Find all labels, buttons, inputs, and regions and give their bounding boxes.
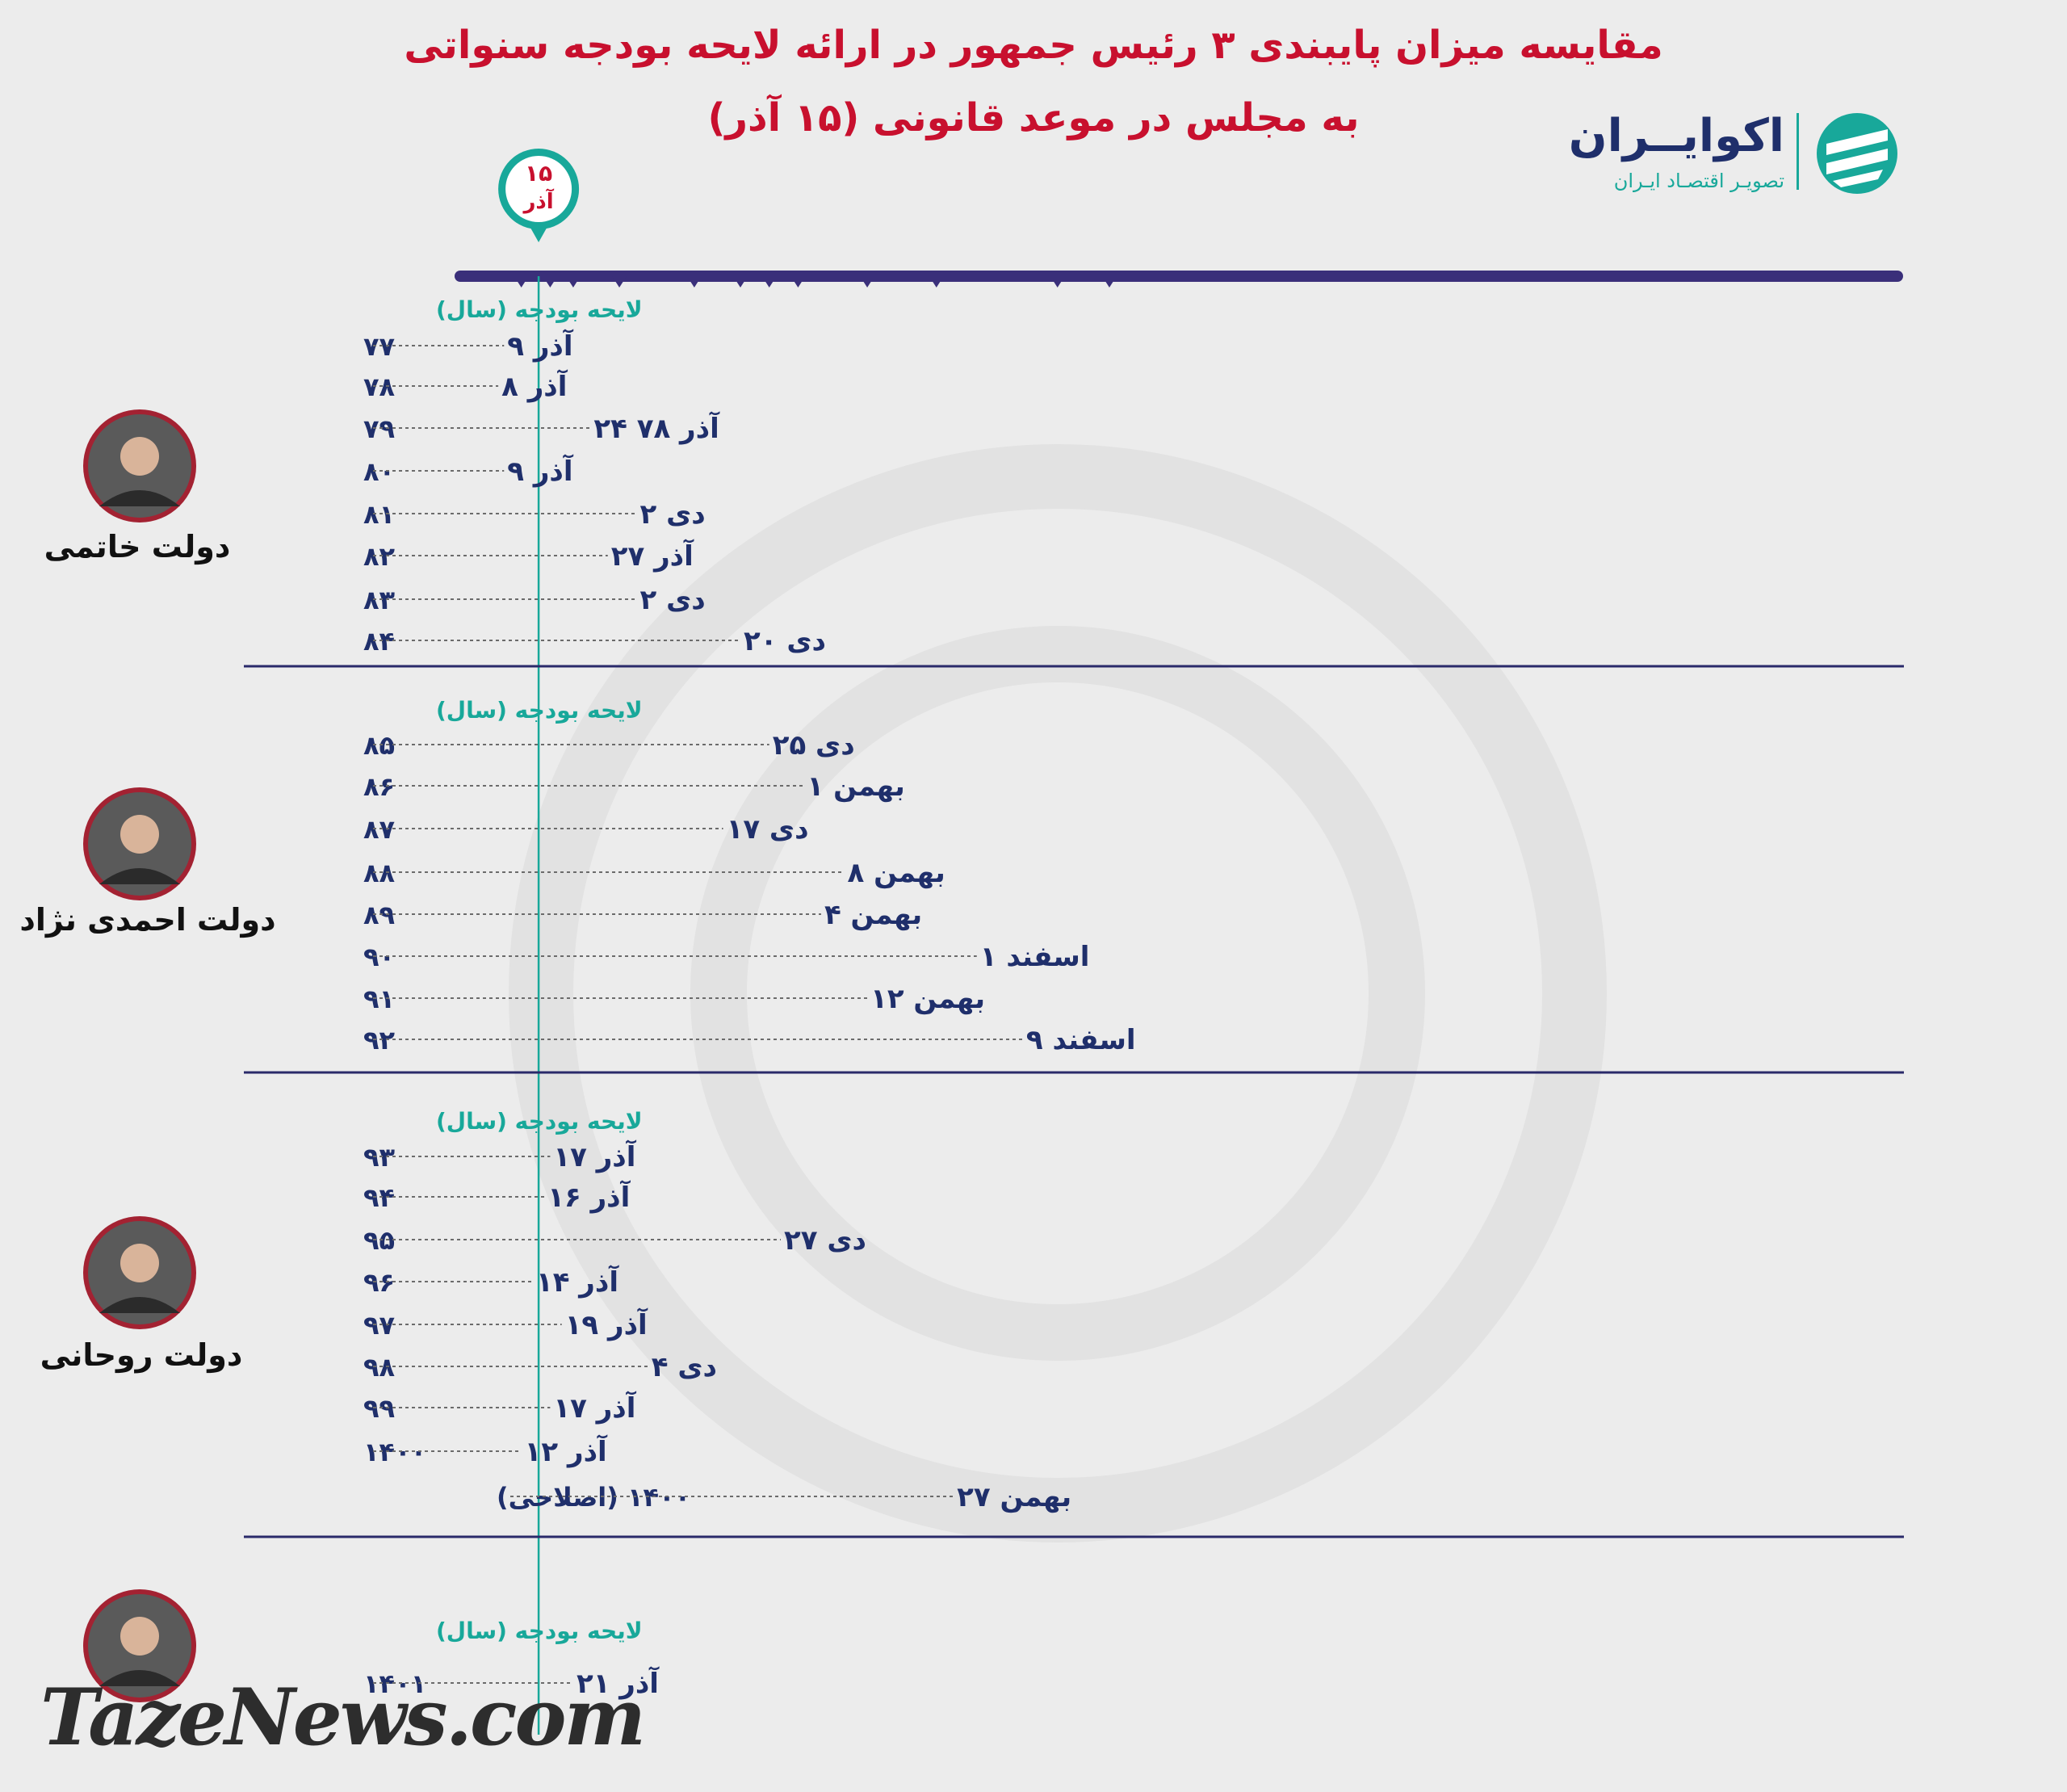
year-label: ۹۲ [363, 1025, 396, 1055]
government-name: دولت احمدی نژاد [19, 902, 275, 938]
avatar-face [120, 1617, 159, 1656]
chart-title-line2: به مجلس در موعد قانونی (۱۵ آذر) [707, 95, 1360, 141]
date-label: ۲ دی [639, 584, 705, 616]
year-label: ۸۰ [363, 456, 395, 487]
date-label: ۲۷ بهمن [957, 1481, 1071, 1513]
year-label: ۹۶ [363, 1267, 395, 1298]
axis-tick [514, 276, 529, 287]
brand-logo: اکوایــران تصویـر اقتصـاد ایـران [1569, 105, 1906, 202]
year-label: ۸۲ [363, 541, 396, 572]
year-label: ۹۵ [363, 1225, 395, 1256]
avatar-body [99, 868, 180, 884]
background-swirl-inner [690, 626, 1425, 1361]
axis-tick [612, 276, 627, 287]
brand-name: اکوایــران [1568, 110, 1784, 162]
date-label: ۹ آذر [507, 454, 574, 488]
date-label: ۱۲ آذر [525, 1434, 608, 1468]
avatar-face [120, 1244, 159, 1282]
date-label: ۲۱ آذر [576, 1666, 660, 1700]
year-label: ۹۷ [363, 1310, 396, 1341]
axis-tick [761, 276, 777, 287]
axis-tick [733, 276, 748, 287]
axis-tick [860, 276, 875, 287]
axis-tick [565, 276, 581, 287]
date-label: ۸ آذر [501, 369, 568, 403]
column-caption: لایحه بودجه (سال) [436, 697, 643, 724]
year-label: ۷۷ [363, 331, 396, 362]
date-label: ۴ بهمن [824, 899, 922, 931]
axis-tick [929, 276, 944, 287]
government-name: دولت روحانی [40, 1337, 243, 1374]
axis-tick [543, 276, 558, 287]
deadline-pin-face [505, 156, 572, 222]
date-label: ۲۵ دی [773, 729, 855, 762]
axis-tick [686, 276, 702, 287]
date-label: ۱۹ آذر [565, 1307, 648, 1341]
date-label: ۱۶ آذر [547, 1180, 631, 1214]
date-label: ۲۷ دی [784, 1224, 866, 1257]
date-label: ۲ دی [639, 498, 705, 531]
avatar-body [99, 490, 180, 506]
avatar-face [120, 815, 159, 854]
brand-tagline: تصویـر اقتصـاد ایـران [1613, 170, 1784, 192]
watermark-text: TazeNews.com [40, 1672, 646, 1763]
year-label: ۹۸ [363, 1352, 396, 1383]
column-caption: لایحه بودجه (سال) [436, 1108, 643, 1135]
date-label: ۱ بهمن [807, 770, 905, 803]
year-label: ۹۴ [363, 1182, 395, 1213]
deadline-day-label: ۱۵ [525, 160, 552, 187]
axis-tick [790, 276, 806, 287]
year-label: ۸۱ [363, 499, 395, 530]
year-label: ۷۸ [363, 371, 396, 402]
date-label: ۲۰ دی [744, 625, 826, 657]
date-label: ۱۷ آذر [553, 1139, 636, 1173]
ecoiran-logo-icon [1817, 113, 1897, 194]
year-label: ۹۹ [363, 1393, 395, 1424]
axis-tick [1050, 276, 1065, 287]
date-label: ۱۴ آذر [536, 1265, 619, 1299]
year-label: ۸۶ [363, 771, 395, 802]
date-label: ۹ آذر [507, 329, 574, 363]
year-label: ۸۳ [363, 585, 396, 615]
avatar-body [99, 1297, 180, 1313]
government-name: دولت خاتمی [44, 529, 231, 565]
year-label: ۸۹ [363, 900, 395, 930]
year-label: ۸۷ [363, 814, 396, 845]
date-label: ۲۴ آذر ۷۸ [593, 411, 720, 445]
year-label: ۸۵ [363, 730, 395, 761]
column-caption: لایحه بودجه (سال) [436, 1618, 643, 1644]
date-label: ۴ دی [652, 1351, 717, 1383]
year-label: ۹۳ [363, 1142, 396, 1173]
date-label: ۹ اسفند [1026, 1024, 1136, 1056]
date-label: ۸ بهمن [848, 857, 945, 889]
date-label: ۱ اسفند [980, 941, 1090, 973]
year-label: ۱۴۰۰ (اصلاحی) [497, 1482, 690, 1513]
year-label: ۷۹ [363, 413, 395, 444]
date-label: ۱۷ آذر [553, 1391, 636, 1425]
date-label: ۱۲ بهمن [870, 983, 985, 1015]
year-label: ۹۱ [363, 984, 395, 1014]
year-label: ۸۸ [363, 858, 396, 888]
axis-tick [1101, 276, 1117, 287]
year-label: ۸۴ [363, 626, 395, 657]
date-label: ۲۷ آذر [611, 539, 694, 573]
year-label: ۹۰ [363, 942, 395, 972]
date-label: ۱۷ دی [727, 813, 809, 846]
avatar-face [120, 437, 159, 476]
deadline-month-label: آذر [522, 188, 554, 214]
background-swirl [509, 444, 1607, 1542]
avatar-body [99, 1670, 180, 1686]
column-caption: لایحه بودجه (سال) [436, 296, 643, 323]
chart-title-line1: مقایسه میزان پایبندی ۳ رئیس جمهور در ارا… [404, 23, 1663, 68]
